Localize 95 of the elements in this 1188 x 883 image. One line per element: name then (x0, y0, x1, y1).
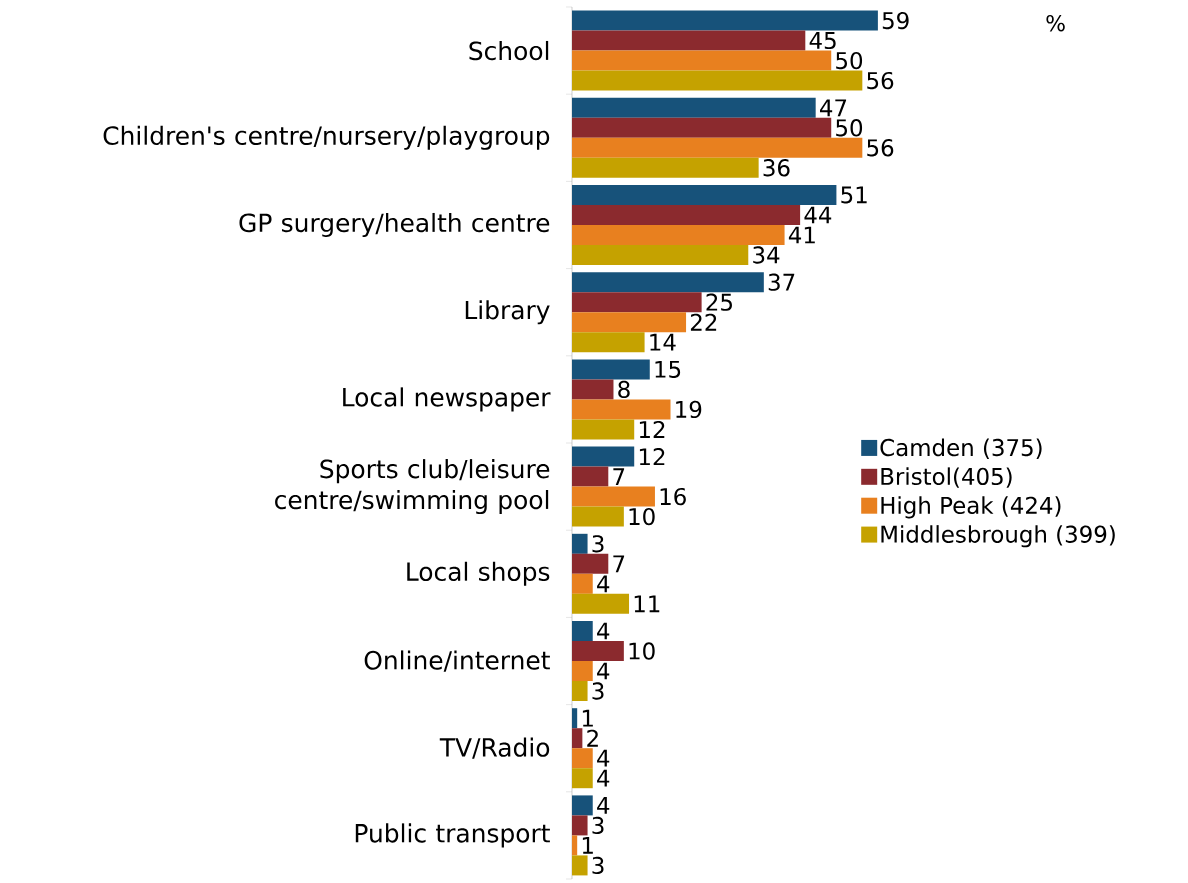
bar (572, 728, 583, 749)
y-tick-label: School (469, 40, 549, 61)
bar (572, 708, 578, 729)
data-label: 56 (867, 139, 894, 157)
data-label: 4 (597, 749, 610, 767)
bar (572, 332, 645, 353)
bar (572, 533, 588, 554)
bar (572, 419, 635, 440)
data-label: 50 (836, 51, 863, 70)
legend-label: Bristol(405) (881, 467, 1012, 488)
y-tick-label: Library (465, 300, 550, 325)
bar (572, 30, 806, 51)
y-tick-label: Local shops (407, 561, 550, 586)
data-label: 37 (768, 273, 795, 291)
bar (572, 137, 863, 158)
y-tick-label: GP surgery/health centre (239, 212, 550, 238)
data-label: 15 (655, 360, 681, 378)
bar (572, 466, 609, 487)
bar (572, 446, 635, 467)
data-label: 4 (597, 662, 610, 680)
bar (572, 359, 650, 380)
bar (572, 50, 832, 71)
data-label: 34 (753, 246, 780, 264)
bar (572, 157, 759, 178)
bar (572, 795, 593, 816)
bar (572, 205, 801, 225)
bar (572, 185, 837, 205)
data-label: 50 (836, 119, 863, 137)
legend-label: High Peak (424) (881, 496, 1061, 519)
data-label: 14 (650, 333, 676, 351)
bar (572, 70, 863, 91)
bar (572, 621, 593, 642)
bar (572, 641, 624, 662)
y-tick-label: TV/Radio (439, 737, 550, 759)
data-label: 12 (639, 420, 665, 438)
data-label: 16 (660, 487, 686, 506)
legend-label: Camden (375) (880, 438, 1042, 459)
data-label: 47 (820, 99, 847, 117)
text: % (1046, 14, 1065, 32)
bar (572, 815, 588, 836)
data-label: 44 (804, 206, 832, 224)
bar (572, 506, 624, 527)
bar (572, 553, 609, 574)
bar (572, 855, 588, 876)
bar (572, 117, 832, 138)
y-tick-label: Children's centre/nursery/playgroup (103, 125, 550, 150)
bar (572, 486, 655, 507)
legend-label: Middlesbrough (399) (881, 525, 1115, 548)
data-label: 4 (597, 575, 610, 593)
data-label: 10 (629, 507, 655, 526)
data-label: 45 (809, 32, 836, 50)
data-label: 7 (613, 468, 625, 485)
y-tick-label: Local newspaper (343, 387, 551, 412)
bar (572, 292, 702, 313)
data-label: 1 (582, 709, 593, 727)
bar (572, 312, 687, 333)
bar (572, 97, 816, 118)
data-label: 1 (582, 837, 593, 854)
bar (572, 245, 749, 265)
bar (572, 593, 630, 614)
data-label: 59 (882, 11, 909, 30)
data-label: 4 (597, 769, 610, 787)
data-label: 11 (634, 595, 660, 613)
data-label: 2 (587, 729, 598, 747)
data-label: 3 (592, 682, 604, 700)
bar (572, 681, 588, 702)
data-label: 4 (597, 622, 610, 640)
bar (572, 748, 593, 769)
data-label: 4 (597, 797, 610, 814)
y-tick-label: Public transport (355, 823, 550, 848)
data-label: 25 (706, 293, 732, 311)
data-label: 41 (788, 226, 815, 244)
bar (572, 573, 593, 594)
y-tick-label: Online/internet (364, 650, 550, 672)
data-label: 7 (613, 555, 625, 573)
bar (572, 225, 785, 245)
bar (572, 399, 671, 420)
y-tick-label: Sports club/leisure centre/swimming pool (275, 459, 550, 515)
data-label: 56 (867, 71, 894, 90)
data-label: 3 (592, 856, 604, 875)
data-label: 8 (618, 380, 630, 399)
bar (572, 835, 578, 856)
data-label: 51 (841, 186, 867, 204)
bar (572, 272, 764, 293)
bar (572, 10, 878, 31)
bar (572, 768, 593, 789)
bar (572, 661, 593, 682)
bar (572, 379, 614, 400)
data-label: 3 (592, 816, 604, 835)
data-label: 10 (629, 642, 655, 660)
data-label: 22 (690, 313, 717, 331)
data-label: 19 (676, 400, 702, 419)
data-label: 3 (592, 535, 604, 553)
data-label: 36 (763, 159, 790, 177)
data-label: 12 (639, 448, 665, 466)
